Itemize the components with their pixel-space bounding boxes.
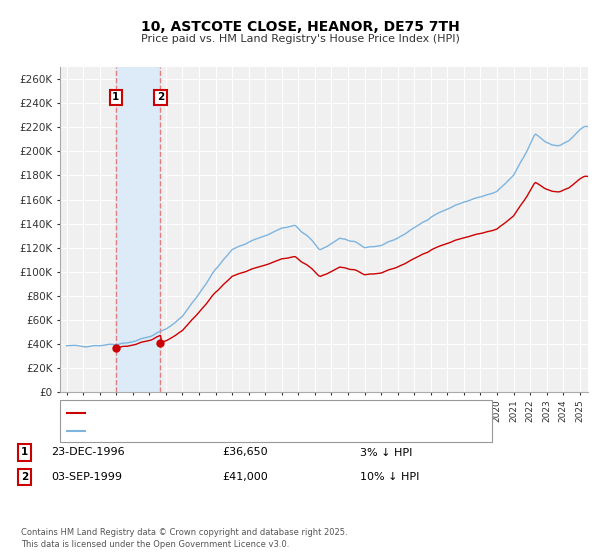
Text: HPI: Average price, semi-detached house, Amber Valley: HPI: Average price, semi-detached house,… xyxy=(89,426,361,436)
Text: Contains HM Land Registry data © Crown copyright and database right 2025.
This d: Contains HM Land Registry data © Crown c… xyxy=(21,528,347,549)
Text: 2: 2 xyxy=(157,92,164,102)
Text: 1: 1 xyxy=(112,92,119,102)
Text: 10% ↓ HPI: 10% ↓ HPI xyxy=(360,472,419,482)
Text: £36,650: £36,650 xyxy=(222,447,268,458)
Text: Price paid vs. HM Land Registry's House Price Index (HPI): Price paid vs. HM Land Registry's House … xyxy=(140,34,460,44)
Text: £41,000: £41,000 xyxy=(222,472,268,482)
Text: 03-SEP-1999: 03-SEP-1999 xyxy=(51,472,122,482)
Text: 3% ↓ HPI: 3% ↓ HPI xyxy=(360,447,412,458)
Text: 1: 1 xyxy=(21,447,28,458)
Bar xyxy=(116,67,160,392)
Text: 2: 2 xyxy=(21,472,28,482)
Text: 10, ASTCOTE CLOSE, HEANOR, DE75 7TH (semi-detached house): 10, ASTCOTE CLOSE, HEANOR, DE75 7TH (sem… xyxy=(89,408,406,418)
Text: 10, ASTCOTE CLOSE, HEANOR, DE75 7TH: 10, ASTCOTE CLOSE, HEANOR, DE75 7TH xyxy=(140,20,460,34)
Text: 23-DEC-1996: 23-DEC-1996 xyxy=(51,447,125,458)
